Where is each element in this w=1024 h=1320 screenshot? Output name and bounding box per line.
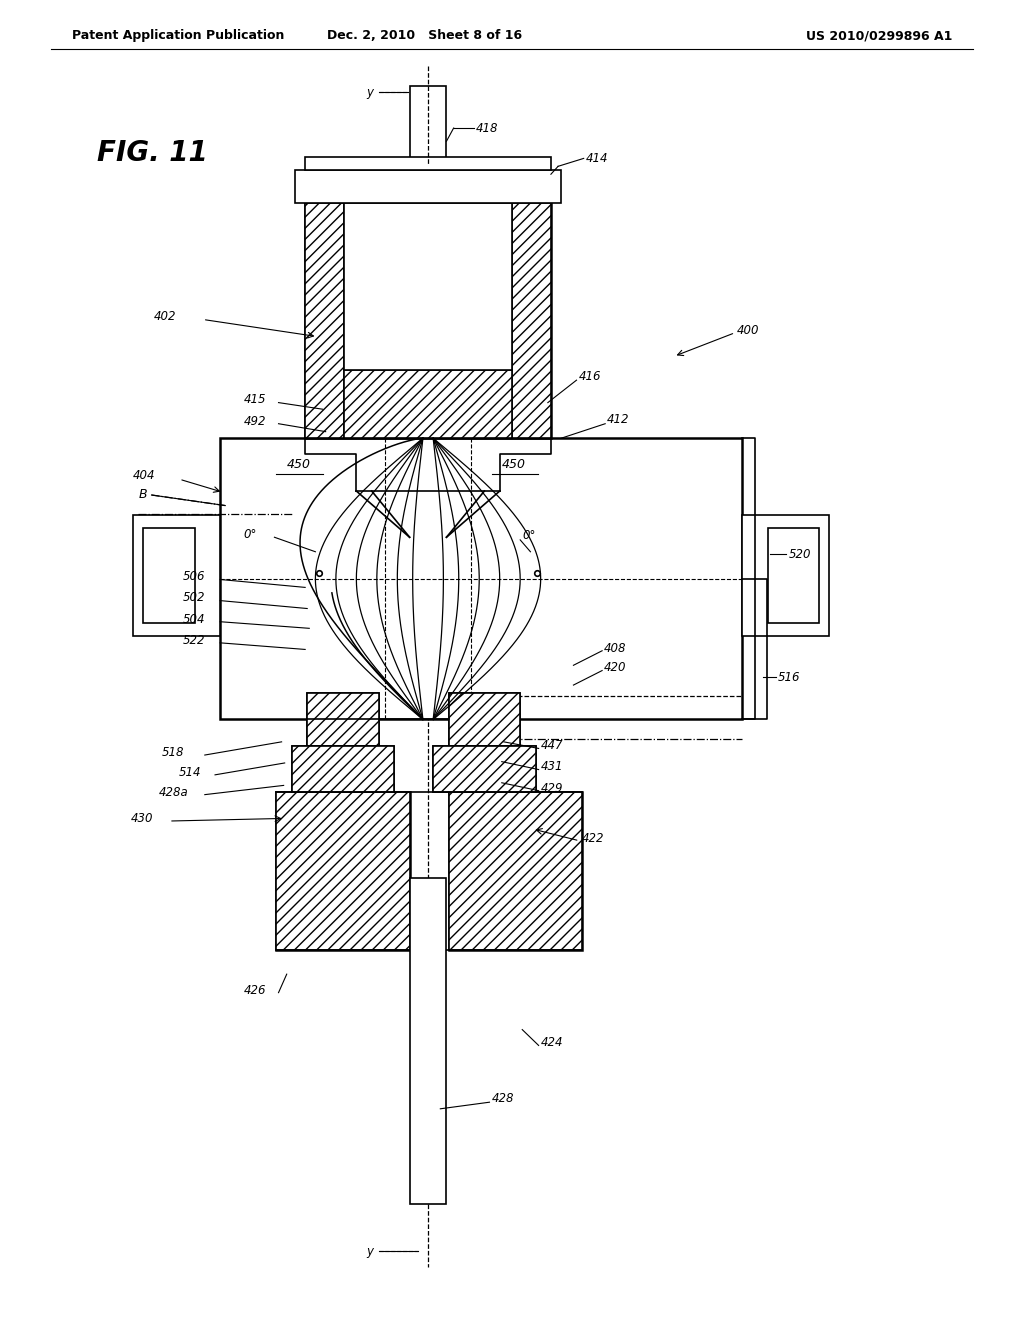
Text: 418: 418 [476, 121, 499, 135]
Text: B: B [138, 488, 146, 502]
Text: 450: 450 [502, 458, 526, 471]
Text: 450: 450 [287, 458, 311, 471]
Text: 426: 426 [244, 983, 266, 997]
Text: US 2010/0299896 A1: US 2010/0299896 A1 [806, 29, 952, 42]
Bar [220, 438, 742, 719]
Bar [305, 203, 551, 438]
Text: 504: 504 [182, 612, 205, 626]
Text: 518: 518 [162, 746, 184, 759]
Text: 412: 412 [607, 413, 630, 426]
Text: 447: 447 [541, 739, 563, 752]
Text: Patent Application Publication: Patent Application Publication [72, 29, 284, 42]
Text: 404: 404 [133, 469, 156, 482]
Bar [292, 746, 394, 792]
Bar [292, 746, 394, 792]
Bar [307, 693, 379, 746]
Text: 429: 429 [541, 781, 563, 795]
Text: 0°: 0° [522, 529, 536, 543]
Text: 422: 422 [582, 832, 604, 845]
Bar [305, 157, 551, 170]
Text: 0°: 0° [244, 528, 257, 541]
Text: 408: 408 [604, 642, 627, 655]
Text: 431: 431 [541, 760, 563, 774]
Text: 492: 492 [244, 414, 266, 428]
Bar [305, 203, 344, 438]
Bar [449, 693, 520, 746]
Text: 522: 522 [182, 634, 205, 647]
Text: 428: 428 [492, 1092, 514, 1105]
Text: 502: 502 [182, 591, 205, 605]
Bar [344, 203, 512, 370]
Bar [433, 746, 536, 792]
Bar [133, 515, 220, 636]
Bar [410, 86, 446, 205]
Text: 415: 415 [244, 393, 266, 407]
Text: 402: 402 [154, 310, 176, 323]
Text: 514: 514 [179, 766, 202, 779]
Text: 428a: 428a [159, 785, 188, 799]
Bar [344, 370, 512, 438]
Bar [410, 878, 446, 1204]
Bar [307, 693, 379, 746]
Text: 516: 516 [778, 671, 801, 684]
Bar [512, 203, 551, 438]
Bar [433, 746, 536, 792]
Text: y: y [367, 1245, 374, 1258]
Text: 520: 520 [788, 548, 811, 561]
Bar [276, 792, 410, 950]
Bar [344, 203, 512, 370]
Bar [449, 792, 582, 950]
Bar [276, 792, 410, 950]
Text: 400: 400 [737, 323, 760, 337]
Bar [449, 693, 520, 746]
Bar [742, 515, 829, 636]
Bar [449, 792, 582, 950]
Text: 430: 430 [131, 812, 154, 825]
Text: Dec. 2, 2010   Sheet 8 of 16: Dec. 2, 2010 Sheet 8 of 16 [328, 29, 522, 42]
Bar [295, 170, 561, 203]
Text: 424: 424 [541, 1036, 563, 1049]
Text: 420: 420 [604, 661, 627, 675]
Text: y: y [367, 86, 374, 99]
Text: 414: 414 [586, 152, 608, 165]
Bar [768, 528, 819, 623]
Bar [143, 528, 195, 623]
Text: 506: 506 [182, 570, 205, 583]
Text: FIG. 11: FIG. 11 [97, 139, 208, 166]
Text: 416: 416 [579, 370, 601, 383]
